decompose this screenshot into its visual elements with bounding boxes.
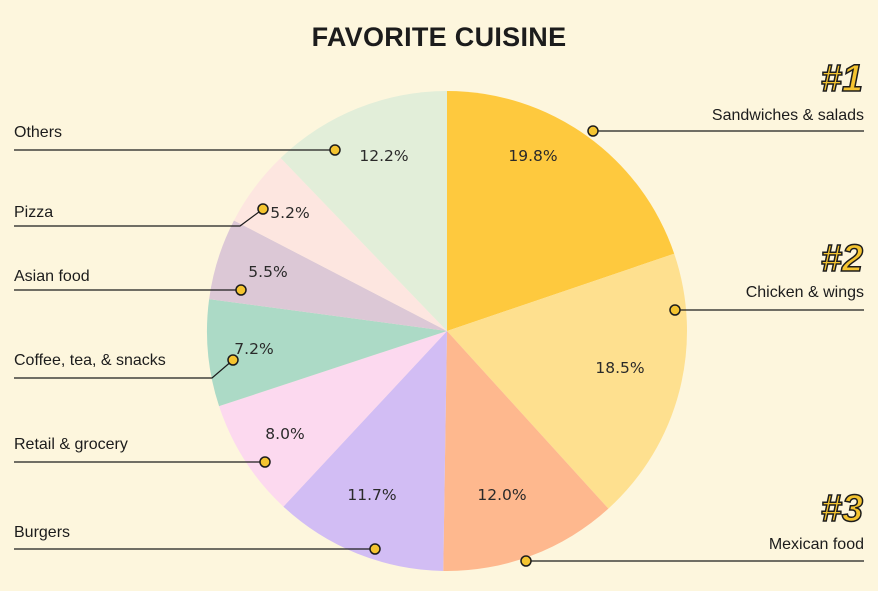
leader-dot-sandwiches — [587, 125, 599, 137]
value-label-retail: 8.0% — [265, 425, 304, 443]
value-label-others: 12.2% — [359, 147, 408, 165]
slice-label-asian: Asian food — [14, 268, 90, 285]
slice-label-chicken: Chicken & wings — [745, 284, 864, 301]
leader-dot-burgers — [369, 543, 381, 555]
slice-label-burgers: Burgers — [14, 524, 71, 541]
slice-label-pizza: Pizza — [14, 204, 54, 221]
value-label-coffee: 7.2% — [234, 340, 273, 358]
leader-line-coffee — [14, 359, 234, 379]
leader-dot-retail — [259, 456, 271, 468]
value-label-burgers: 11.7% — [347, 486, 396, 504]
leader-dot-asian — [235, 284, 247, 296]
value-label-mexican: 12.0% — [477, 486, 526, 504]
slice-label-others: Others — [14, 124, 63, 141]
pie-slice-burgers — [283, 331, 447, 571]
leader-dot-mexican — [520, 555, 532, 567]
leader-dot-others — [329, 144, 341, 156]
slice-label-sandwiches: Sandwiches & salads — [711, 107, 864, 124]
rank-3-badge: #3 — [820, 487, 864, 531]
value-label-sandwiches: 19.8% — [508, 147, 557, 165]
rank-1-badge: #1 — [820, 57, 864, 101]
leader-dot-pizza — [257, 203, 269, 215]
pie-slice-retail — [219, 331, 447, 507]
value-label-chicken: 18.5% — [595, 359, 644, 377]
pie-slice-mexican — [443, 331, 609, 571]
slice-label-coffee: Coffee, tea, & snacks — [14, 352, 166, 369]
pie-slice-others — [280, 91, 447, 331]
slice-label-retail: Retail & grocery — [14, 436, 128, 453]
pie-slice-sandwiches — [447, 91, 675, 331]
chart-title: FAVORITE CUISINE — [311, 22, 567, 52]
leader-line-pizza — [14, 208, 264, 227]
value-label-pizza: 5.2% — [270, 204, 309, 222]
rank-2-badge: #2 — [820, 237, 864, 281]
slice-label-mexican: Mexican food — [768, 536, 864, 553]
value-label-asian: 5.5% — [248, 263, 287, 281]
leader-dot-coffee — [227, 354, 239, 366]
leader-dot-chicken — [669, 304, 681, 316]
pie-slice-coffee — [206, 299, 447, 407]
pie-slice-chicken — [447, 253, 688, 509]
pie-slice-pizza — [233, 158, 447, 331]
pie-slice-asian — [209, 220, 447, 331]
